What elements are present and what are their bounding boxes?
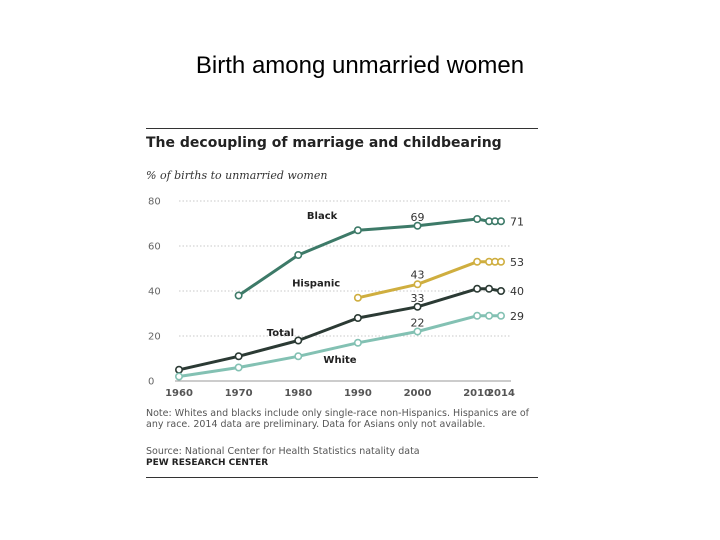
data-point-black-2014: [496, 217, 505, 226]
y-tick-label-60: 60: [148, 242, 161, 253]
x-tick-label-2000: 2000: [404, 388, 432, 399]
data-point-white-1970: [234, 363, 243, 372]
bottom-rule: [146, 477, 538, 478]
brand-label: PEW RESEARCH CENTER: [146, 458, 269, 468]
y-tick-label-0: 0: [148, 377, 154, 388]
data-point-white-2000: [413, 327, 422, 336]
data-point-hispanic-2014: [496, 257, 505, 266]
data-point-total-1990: [353, 314, 362, 323]
data-label-hispanic-2000: 43: [411, 268, 425, 281]
x-tick-label-1990: 1990: [344, 388, 372, 399]
top-rule: [146, 128, 538, 129]
data-point-white-2014: [496, 311, 505, 320]
chart-note: Note: Whites and blacks include only sin…: [146, 408, 530, 430]
data-label-total-2014: 40: [510, 285, 524, 298]
data-point-white-1960: [174, 372, 183, 381]
data-label-black-2014: 71: [510, 215, 524, 228]
data-point-total-2000: [413, 302, 422, 311]
data-point-total-2010: [473, 284, 482, 293]
series-name-total: Total: [267, 328, 294, 339]
x-tick-label-1980: 1980: [284, 388, 312, 399]
data-point-hispanic-2000: [413, 280, 422, 289]
data-point-white-1980: [294, 352, 303, 361]
x-tick-label-2014: 2014: [487, 388, 515, 399]
data-label-total-2000: 33: [411, 292, 425, 305]
x-tick-label-1970: 1970: [225, 388, 253, 399]
chart-subtitle: % of births to unmarried women: [146, 169, 328, 182]
y-tick-label-80: 80: [148, 197, 161, 208]
series-line-black: [237, 217, 501, 297]
data-point-white-2012: [485, 311, 494, 320]
y-tick-label-20: 20: [148, 332, 161, 343]
data-point-black-1990: [353, 226, 362, 235]
data-point-total-1970: [234, 352, 243, 361]
data-point-black-2010: [473, 215, 482, 224]
data-point-black-1980: [294, 251, 303, 260]
data-point-total-2012: [485, 284, 494, 293]
data-point-hispanic-1990: [353, 293, 362, 302]
chart-title: The decoupling of marriage and childbear…: [146, 135, 502, 151]
y-tick-label-40: 40: [148, 287, 161, 298]
data-point-black-2000: [413, 221, 422, 230]
data-point-white-2010: [473, 311, 482, 320]
data-point-black-1970: [234, 291, 243, 300]
x-tick-label-2010: 2010: [463, 388, 491, 399]
data-point-total-1960: [174, 365, 183, 374]
data-label-hispanic-2014: 53: [510, 256, 524, 269]
data-point-hispanic-2010: [473, 257, 482, 266]
data-label-black-2000: 69: [411, 211, 425, 224]
chart-source: Source: National Center for Health Stati…: [146, 446, 420, 457]
data-point-total-1980: [294, 336, 303, 345]
x-tick-label-1960: 1960: [165, 388, 193, 399]
series-name-black: Black: [307, 211, 338, 222]
data-point-white-1990: [353, 338, 362, 347]
data-label-white-2000: 22: [411, 317, 425, 330]
data-point-total-2014: [496, 287, 505, 296]
slide-title: Birth among unmarried women: [195, 52, 525, 79]
chart-figure: The decoupling of marriage and childbear…: [146, 126, 538, 482]
series-line-hispanic: [357, 260, 501, 300]
series-name-white: White: [323, 355, 356, 366]
data-label-white-2014: 29: [510, 310, 524, 323]
series-name-hispanic: Hispanic: [292, 279, 340, 290]
